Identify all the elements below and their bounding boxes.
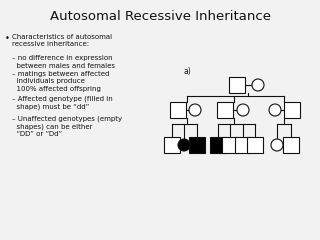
Circle shape — [269, 104, 281, 116]
Circle shape — [271, 139, 283, 151]
Text: •: • — [5, 34, 10, 43]
Text: Characteristics of autosomal
recessive inheritance:: Characteristics of autosomal recessive i… — [12, 34, 112, 48]
Bar — [164, 137, 180, 153]
Text: Autosomal Recessive Inheritance: Autosomal Recessive Inheritance — [50, 10, 270, 23]
Bar — [229, 77, 245, 93]
Text: – matings between affected
  individuals produce
  100% affected offspring: – matings between affected individuals p… — [12, 71, 109, 92]
Text: – Unaffected genotypes (empty
  shapes) can be either
  “DD” or “Dd”: – Unaffected genotypes (empty shapes) ca… — [12, 115, 122, 137]
Circle shape — [237, 104, 249, 116]
Bar — [170, 102, 186, 118]
Bar — [235, 137, 251, 153]
Circle shape — [189, 104, 201, 116]
Text: – no difference in expression
  between males and females: – no difference in expression between ma… — [12, 55, 115, 68]
Bar — [247, 137, 263, 153]
Bar — [222, 137, 238, 153]
Text: a): a) — [183, 67, 191, 76]
Text: – Affected genotype (filled in
  shape) must be “dd”: – Affected genotype (filled in shape) mu… — [12, 95, 113, 109]
Bar — [189, 137, 205, 153]
Bar — [283, 137, 299, 153]
Circle shape — [252, 79, 264, 91]
Bar — [284, 102, 300, 118]
Circle shape — [178, 139, 190, 151]
Bar — [217, 102, 233, 118]
Bar — [210, 137, 226, 153]
